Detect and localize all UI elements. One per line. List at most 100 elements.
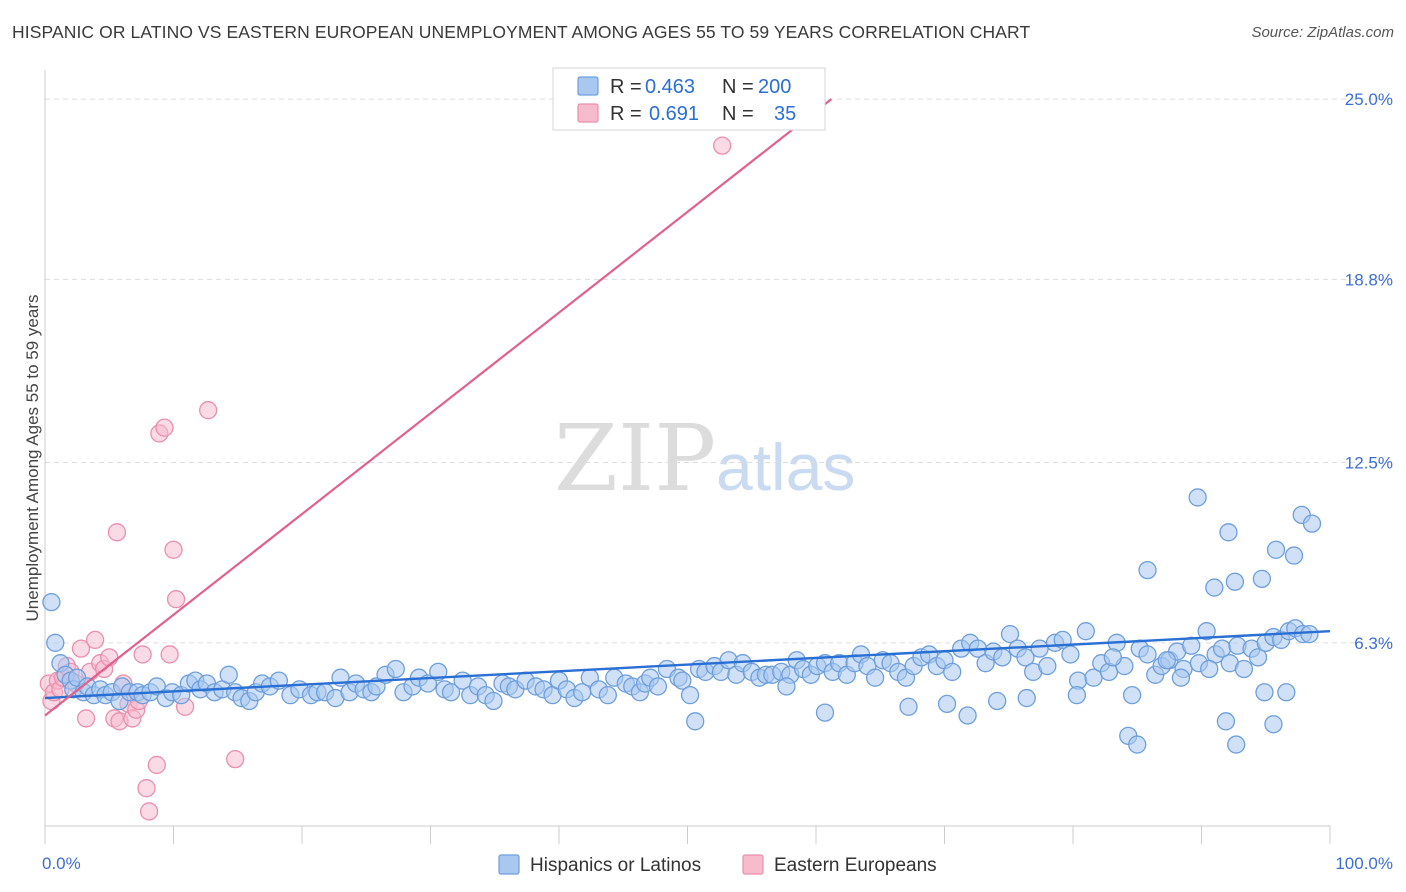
hispanics-point bbox=[1205, 578, 1224, 597]
legend-eastern-europeans-label: Eastern Europeans bbox=[774, 855, 937, 876]
chart-title: HISPANIC OR LATINO VS EASTERN EUROPEAN U… bbox=[12, 22, 1031, 42]
x-tick-labels: 0.0% 100.0% bbox=[42, 854, 1393, 873]
hispanics-point bbox=[1264, 715, 1283, 734]
watermark: ZIP atlas bbox=[554, 405, 855, 512]
hispanics-point bbox=[386, 659, 405, 679]
source-note: Source: ZipAtlas.com bbox=[1251, 24, 1394, 41]
hispanics-point bbox=[1266, 540, 1286, 559]
hispanics-point bbox=[1016, 648, 1035, 667]
hispanics-r-label: R = bbox=[610, 76, 642, 98]
eastern-europeans-point bbox=[137, 779, 156, 798]
eastern-europeans-point bbox=[160, 645, 179, 664]
hispanics-point bbox=[1219, 523, 1238, 542]
hispanics-point bbox=[988, 691, 1007, 711]
hispanics-point bbox=[1017, 688, 1036, 708]
x-tick-label: 100.0% bbox=[1335, 854, 1393, 873]
grid bbox=[45, 98, 1392, 644]
hispanics-point bbox=[1234, 659, 1254, 679]
hispanics-point bbox=[441, 683, 461, 702]
y-tick-label: 25.0% bbox=[1345, 90, 1393, 109]
y-tick-labels: 6.3% 12.5% 18.8% 25.0% bbox=[1345, 90, 1393, 653]
hispanics-point bbox=[937, 694, 957, 714]
hispanics-point bbox=[815, 703, 835, 722]
y-tick-label: 12.5% bbox=[1345, 454, 1393, 473]
hispanics-swatch bbox=[577, 76, 599, 96]
hispanics-point bbox=[484, 691, 503, 711]
hispanics-point bbox=[943, 662, 962, 682]
hispanics-n-value: 200 bbox=[758, 76, 791, 98]
eastern-europeans-point bbox=[166, 590, 186, 609]
hispanics-point bbox=[958, 706, 977, 725]
hispanics-point bbox=[1000, 624, 1020, 644]
hispanics-point bbox=[648, 677, 668, 696]
eastern-europeans-trend-line bbox=[44, 98, 833, 717]
hispanics-point bbox=[219, 665, 238, 684]
eastern-europeans-point bbox=[713, 136, 732, 155]
legend-eastern-europeans-swatch bbox=[742, 854, 764, 875]
hispanics-points bbox=[42, 488, 1322, 754]
hispanics-point bbox=[1300, 624, 1319, 644]
eastern-europeans-point bbox=[147, 755, 166, 775]
hispanics-point bbox=[1216, 712, 1236, 731]
hispanics-point bbox=[1302, 514, 1322, 533]
eastern-europeans-point bbox=[71, 639, 91, 658]
eastern-europeans-n-value: 35 bbox=[774, 103, 796, 125]
hispanics-point bbox=[686, 712, 705, 731]
hispanics-point bbox=[777, 677, 796, 696]
y-tick-label: 6.3% bbox=[1354, 634, 1393, 653]
hispanics-point bbox=[1030, 639, 1049, 658]
legend-hispanics-label: Hispanics or Latinos bbox=[530, 855, 701, 876]
hispanics-point bbox=[1277, 683, 1296, 702]
series-legend: Hispanics or Latinos Eastern Europeans bbox=[498, 854, 937, 876]
hispanics-point bbox=[1248, 648, 1268, 667]
hispanics-point bbox=[1103, 648, 1122, 667]
hispanics-point bbox=[429, 662, 448, 682]
hispanics-point bbox=[899, 697, 918, 716]
hispanics-point bbox=[1197, 622, 1216, 641]
eastern-europeans-point bbox=[226, 749, 245, 769]
hispanics-point bbox=[1157, 651, 1176, 670]
eastern-europeans-swatch bbox=[577, 103, 599, 123]
legend-hispanics-swatch bbox=[498, 854, 520, 875]
hispanics-point bbox=[1076, 622, 1095, 641]
eastern-europeans-point bbox=[85, 630, 105, 650]
eastern-europeans-point bbox=[107, 523, 127, 542]
hispanics-point bbox=[1061, 645, 1080, 664]
hispanics-point bbox=[1038, 656, 1057, 676]
stats-legend: R = 0.463 N = 200 R = 0.691 N = 35 bbox=[552, 67, 826, 131]
hispanics-point bbox=[1138, 560, 1157, 580]
trend-lines bbox=[44, 98, 1331, 717]
eastern-europeans-point bbox=[164, 540, 183, 559]
hispanics-trend-line bbox=[44, 629, 1331, 700]
hispanics-point bbox=[598, 686, 617, 705]
hispanics-r-value: 0.463 bbox=[645, 76, 695, 98]
watermark-zip: ZIP bbox=[554, 405, 716, 512]
y-tick-label: 18.8% bbox=[1345, 270, 1393, 289]
hispanics-point bbox=[865, 668, 885, 687]
watermark-atlas: atlas bbox=[716, 430, 855, 504]
eastern-europeans-point bbox=[199, 401, 218, 420]
hispanics-point bbox=[1255, 683, 1274, 702]
hispanics-point bbox=[1225, 572, 1245, 591]
hispanics-point bbox=[1171, 668, 1191, 687]
hispanics-point bbox=[1067, 686, 1087, 705]
eastern-europeans-r-label: R = bbox=[610, 103, 642, 125]
hispanics-point bbox=[1188, 488, 1207, 507]
eastern-europeans-point bbox=[139, 802, 159, 821]
eastern-europeans-n-label: N = bbox=[722, 103, 754, 125]
hispanics-point bbox=[1122, 686, 1142, 705]
hispanics-point bbox=[680, 686, 700, 705]
hispanics-n-label: N = bbox=[722, 76, 754, 98]
eastern-europeans-point bbox=[155, 418, 174, 437]
hispanics-point bbox=[993, 648, 1012, 667]
y-axis-label: Unemployment Among Ages 55 to 59 years bbox=[23, 295, 42, 622]
hispanics-point bbox=[42, 592, 61, 612]
hispanics-point bbox=[1284, 546, 1304, 565]
eastern-europeans-point bbox=[133, 645, 152, 664]
hispanics-point bbox=[46, 633, 65, 652]
hispanics-point bbox=[1252, 569, 1272, 588]
eastern-europeans-point bbox=[100, 648, 119, 667]
hispanics-point bbox=[1128, 735, 1147, 754]
